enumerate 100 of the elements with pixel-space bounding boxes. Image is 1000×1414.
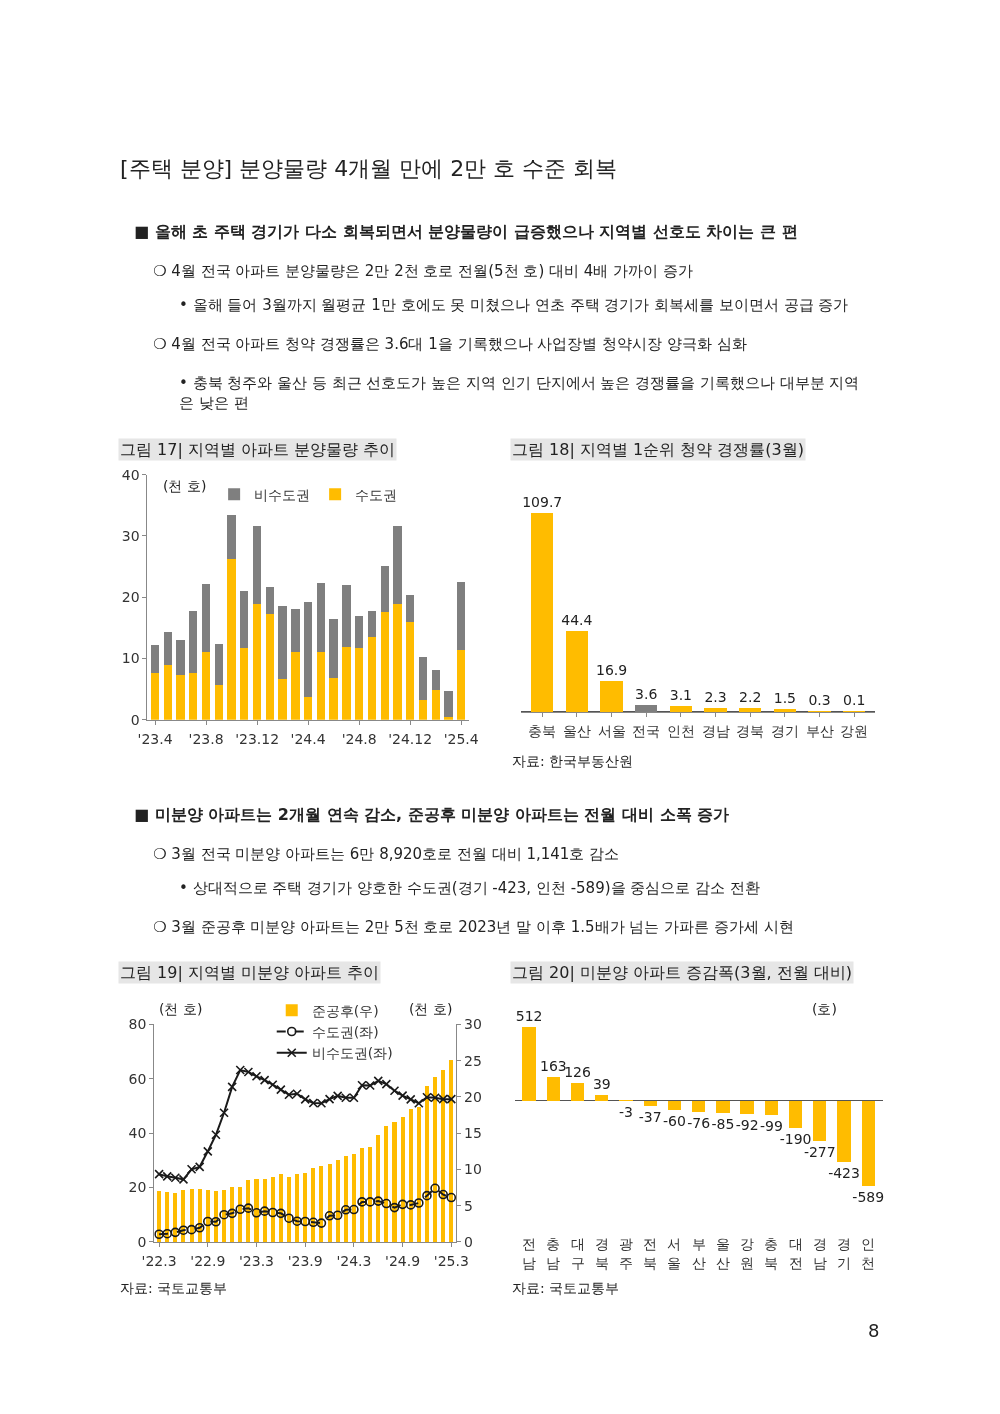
point [381, 1198, 392, 1209]
legend-label: 준공후(우) [311, 1002, 379, 1019]
bar [367, 611, 377, 638]
chart-title: 그림 17| 지역별 아파트 분양물량 추이 [120, 440, 396, 459]
bar [246, 1179, 251, 1242]
point [340, 1205, 351, 1215]
bar [278, 605, 287, 679]
bar [316, 582, 326, 652]
bar [716, 1100, 730, 1114]
bar [595, 1095, 609, 1101]
bar [444, 691, 453, 717]
bar [354, 647, 364, 720]
bar [393, 526, 402, 604]
bar [380, 611, 389, 720]
data-label: 2.2 [739, 688, 762, 705]
bar [449, 1059, 454, 1242]
point [219, 1107, 229, 1118]
x-tick-label: 대구 [570, 1236, 585, 1271]
bar [176, 639, 185, 676]
point [170, 1227, 181, 1238]
bar [351, 1154, 356, 1242]
x-tick-label: 충남 [546, 1236, 561, 1271]
text: 자료: 한국부동산원 [512, 753, 634, 769]
point [405, 1200, 416, 1210]
bar [270, 1177, 275, 1242]
bar [565, 631, 589, 712]
point [300, 1216, 310, 1227]
bar [546, 1077, 561, 1101]
bar [319, 1166, 324, 1242]
x-tick-label: '24.9 [385, 1252, 421, 1269]
bar [240, 648, 249, 720]
point [389, 1202, 400, 1213]
y2-tick-label: 25 [463, 1052, 482, 1069]
bar [669, 706, 693, 712]
y-tick-label: 20 [128, 1179, 147, 1196]
bar [441, 1070, 446, 1242]
bar [335, 1159, 340, 1242]
point [357, 1197, 367, 1207]
x-tick-label: 강원 [740, 1236, 755, 1271]
bar [392, 1122, 397, 1242]
data-label: 2.3 [704, 688, 727, 705]
point [203, 1216, 213, 1227]
bar [418, 699, 428, 720]
bar [667, 1100, 682, 1110]
x-tick-label: '23.4 [137, 730, 173, 747]
bar [278, 678, 287, 720]
data-label: -85 [711, 1116, 735, 1133]
bar [530, 512, 554, 712]
x-tick-label: 서울 [597, 722, 626, 739]
data-label: 44.4 [561, 612, 593, 629]
text: ■ 미분양 아파트는 2개월 연속 감소, 준공후 미분양 아파트는 전월 대비 소폭 증가 [134, 805, 730, 824]
bar [173, 1192, 178, 1242]
point [276, 1208, 286, 1219]
bar [457, 581, 466, 650]
point [430, 1183, 440, 1194]
x-tick-label: '24.4 [290, 730, 326, 747]
x-tick-label: 전북 [643, 1236, 658, 1271]
text: 자료: 국토교통부 [120, 1280, 228, 1296]
point [227, 1082, 237, 1092]
bar [303, 696, 313, 720]
y2-tick-label: 30 [463, 1016, 482, 1033]
data-label: 109.7 [522, 493, 563, 510]
bar [692, 1100, 706, 1112]
bar [252, 604, 262, 720]
data-label: -60 [663, 1112, 686, 1129]
data-label: -3 [619, 1104, 634, 1121]
x-tick-label: '23.9 [287, 1252, 323, 1269]
bar [408, 1109, 413, 1242]
bar [433, 1076, 438, 1242]
data-label: 0.3 [808, 692, 831, 709]
y-tick-label: 40 [121, 466, 140, 483]
x-tick-label: 경북 [736, 722, 765, 739]
bar [424, 1086, 429, 1242]
point [251, 1071, 262, 1082]
point [397, 1090, 408, 1101]
text: ❍ 4월 전국 아파트 청약 경쟁률은 3.6대 1을 기록했으나 사업장별 청약시장 양극화 심화 [153, 335, 747, 353]
data-label: 0.1 [843, 692, 866, 709]
bar [522, 1027, 536, 1101]
data-label: 163 [540, 1058, 567, 1075]
y2-tick-label: 15 [463, 1125, 482, 1142]
bar [205, 1190, 210, 1242]
bar [740, 1100, 754, 1115]
data-label: -76 [687, 1114, 711, 1131]
bar [738, 707, 762, 712]
y-tick-label: 40 [128, 1125, 147, 1142]
text: 8 [868, 1320, 880, 1341]
x-tick-label: 인천 [861, 1236, 876, 1271]
point [267, 1079, 278, 1090]
data-label: 3.6 [635, 686, 658, 703]
bar [227, 559, 236, 720]
bar [813, 1100, 827, 1141]
text: (천 호) [159, 1001, 203, 1017]
bar [837, 1100, 851, 1162]
bar [303, 602, 313, 697]
chart-title: 그림 19| 지역별 미분양 아파트 추이 [120, 963, 380, 982]
bar [327, 1163, 332, 1242]
point [397, 1199, 408, 1210]
point [219, 1209, 229, 1220]
x-tick-label: 울산 [562, 722, 591, 739]
bar [165, 1191, 170, 1242]
